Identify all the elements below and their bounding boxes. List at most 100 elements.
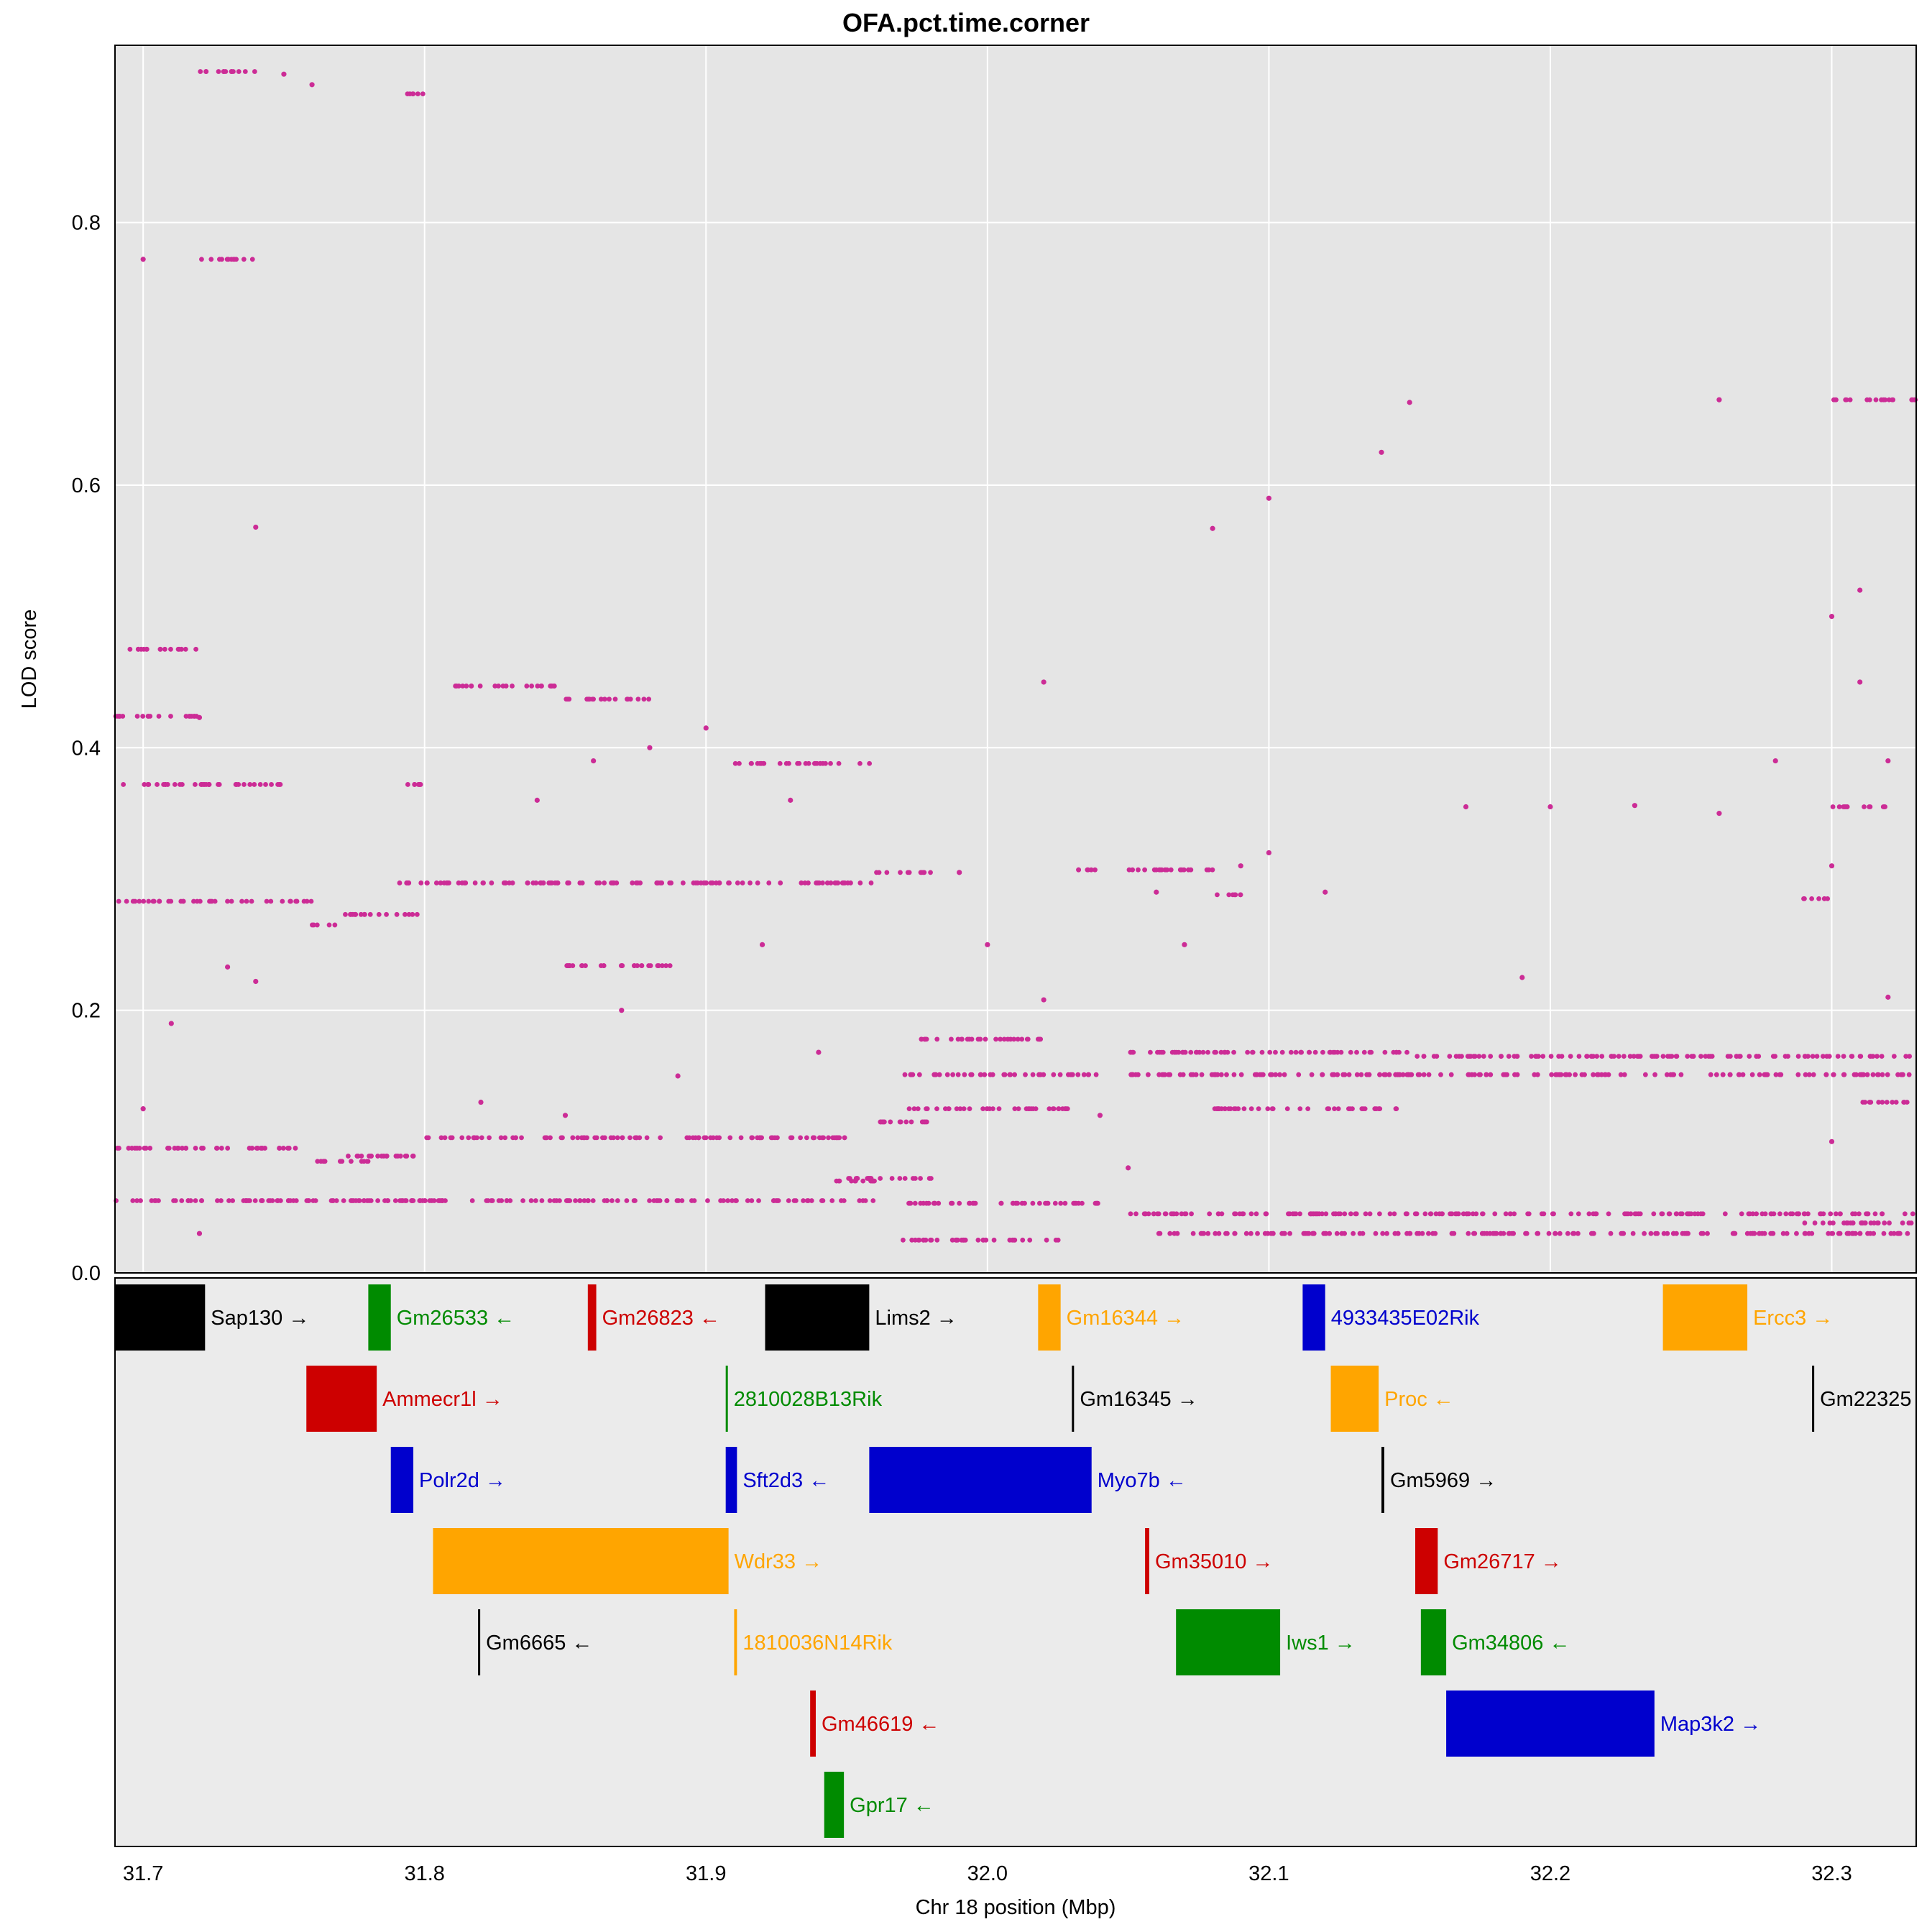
lod-point — [919, 1036, 924, 1042]
gene-map3k2-box — [1446, 1690, 1655, 1757]
lod-point — [1859, 1220, 1865, 1225]
lod-point — [1498, 1054, 1504, 1059]
lod-point — [820, 880, 825, 886]
gene-gm6665-box — [478, 1609, 481, 1675]
lod-point — [1176, 1049, 1182, 1055]
lod-point — [602, 1198, 607, 1203]
lod-point — [738, 1135, 744, 1141]
lod-point — [183, 714, 189, 719]
lod-point — [1241, 1211, 1246, 1217]
lod-point — [937, 1072, 942, 1077]
lod-point — [1434, 1054, 1440, 1059]
lod-point — [1882, 804, 1888, 809]
lod-point — [520, 1198, 526, 1203]
lod-point — [334, 1198, 339, 1203]
lod-point — [201, 782, 206, 787]
lod-point — [1277, 1072, 1282, 1077]
lod-point — [915, 1106, 921, 1112]
lod-point — [130, 1198, 136, 1203]
lod-point — [1618, 1072, 1624, 1077]
lod-point — [946, 1106, 952, 1112]
lod-point — [1092, 867, 1098, 873]
lod-point — [1224, 1072, 1229, 1077]
lod-point — [934, 1036, 940, 1042]
lod-point — [1879, 1054, 1885, 1059]
lod-point — [1865, 1230, 1870, 1236]
lod-point — [1905, 1230, 1910, 1236]
lod-point — [1136, 867, 1141, 873]
lod-point — [1857, 587, 1863, 593]
lod-point — [1377, 1072, 1382, 1077]
lod-point — [625, 696, 630, 702]
lod-point — [1350, 1106, 1355, 1112]
lod-point — [1062, 1200, 1068, 1206]
lod-point — [627, 1135, 632, 1141]
lod-point — [828, 760, 833, 766]
lod-point — [1622, 1072, 1627, 1077]
lod-point — [916, 1072, 922, 1077]
lod-point — [598, 696, 604, 702]
lod-point — [124, 898, 129, 904]
lod-point — [513, 1135, 519, 1141]
lod-point — [1136, 1072, 1141, 1077]
lod-point — [929, 1237, 934, 1243]
lod-point — [157, 646, 163, 652]
lod-point — [168, 1021, 174, 1026]
lod-point — [479, 1135, 484, 1141]
lod-point — [359, 1154, 364, 1159]
lod-point — [203, 69, 208, 74]
lod-point — [1210, 525, 1215, 531]
lod-point — [1777, 1211, 1782, 1217]
lod-point — [1404, 1230, 1409, 1236]
lod-point — [897, 1176, 903, 1181]
lod-point — [134, 714, 140, 719]
lod-point — [1044, 1237, 1049, 1243]
lod-point — [1232, 1211, 1237, 1217]
lod-point — [949, 1036, 954, 1042]
lod-point — [1454, 1211, 1460, 1217]
lod-point — [1008, 1072, 1013, 1077]
lod-point — [1438, 1072, 1443, 1077]
lod-point — [1714, 1072, 1719, 1077]
lod-point — [1906, 1072, 1912, 1077]
lod-point — [175, 646, 181, 652]
lod-point — [1245, 1049, 1251, 1055]
lod-point — [226, 257, 231, 262]
lod-point — [116, 898, 121, 904]
gene-gm16345-box — [1072, 1366, 1075, 1432]
lod-point — [663, 963, 669, 968]
lod-point — [1553, 1072, 1558, 1077]
lod-point — [804, 1135, 809, 1141]
lod-point — [117, 714, 123, 719]
lod-point — [1551, 1211, 1556, 1217]
lod-point — [213, 1146, 219, 1151]
lod-point — [280, 898, 285, 904]
lod-point — [375, 1198, 381, 1203]
lod-point — [635, 963, 640, 968]
lod-point — [1142, 867, 1147, 873]
lod-point — [1379, 449, 1384, 455]
x-tick-label: 31.9 — [686, 1862, 726, 1885]
lod-point — [478, 1099, 484, 1105]
lod-point — [199, 1198, 205, 1203]
lod-point — [1440, 1211, 1445, 1217]
gene-proc-label: Proc ← — [1384, 1388, 1454, 1411]
lod-point — [376, 911, 382, 917]
lod-point — [405, 880, 411, 886]
lod-point — [134, 1198, 139, 1203]
lod-point — [1155, 1211, 1160, 1217]
lod-plot-background — [115, 45, 1916, 1273]
lod-point — [674, 1198, 680, 1203]
lod-point — [1354, 1072, 1360, 1077]
lod-point — [162, 646, 167, 652]
lod-point — [1330, 1072, 1335, 1077]
lod-point — [985, 942, 990, 947]
lod-point — [1900, 1220, 1905, 1225]
lod-point — [1875, 1220, 1881, 1225]
lod-point — [477, 684, 483, 689]
lod-point — [549, 880, 555, 886]
lod-point — [226, 1198, 231, 1203]
x-tick-label: 32.0 — [967, 1862, 1008, 1885]
lod-point — [835, 880, 841, 886]
lod-point — [612, 696, 618, 702]
